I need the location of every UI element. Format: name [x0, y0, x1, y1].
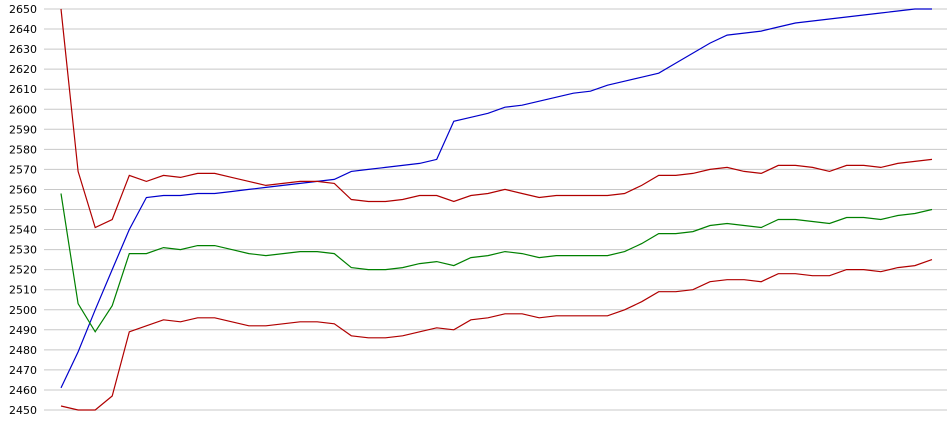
y-tick-label: 2650 [9, 3, 37, 16]
series-lines [60, 8, 933, 411]
grid-lines [44, 8, 947, 411]
y-tick-label: 2630 [9, 43, 37, 56]
y-tick-label: 2620 [9, 63, 37, 76]
y-tick-label: 2520 [9, 264, 37, 277]
y-tick-label: 2490 [9, 324, 37, 337]
y-tick-label: 2580 [9, 143, 37, 156]
y-tick-label: 2590 [9, 123, 37, 136]
y-tick-label: 2540 [9, 224, 37, 237]
y-tick-label: 2570 [9, 163, 37, 176]
y-tick-label: 2550 [9, 204, 37, 217]
series-line-2 [60, 8, 933, 229]
y-tick-label: 2460 [9, 384, 37, 397]
y-tick-label: 2530 [9, 244, 37, 257]
y-tick-label: 2600 [9, 103, 37, 116]
y-tick-label: 2470 [9, 364, 37, 377]
y-tick-label: 2560 [9, 183, 37, 196]
y-tick-label: 2510 [9, 284, 37, 297]
series-line-3 [60, 193, 933, 333]
series-line-1 [60, 8, 932, 389]
y-tick-label: 2500 [9, 304, 37, 317]
y-axis-tick-labels: 2450 2460 2470 2480 2490 2500 2510 2520 2530 2540… [9, 3, 37, 417]
y-tick-label: 2610 [9, 83, 37, 96]
y-tick-label: 2450 [9, 404, 37, 417]
y-tick-label: 2640 [9, 23, 37, 36]
y-tick-label: 2480 [9, 344, 37, 357]
series-line-4 [60, 259, 933, 411]
